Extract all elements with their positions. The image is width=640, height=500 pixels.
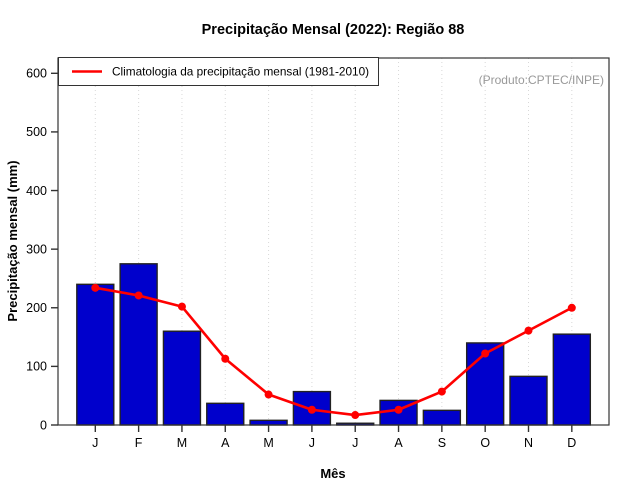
climatology-point-3 (177, 302, 186, 311)
climatology-point-7 (351, 411, 360, 420)
climatology-line (94, 286, 574, 417)
bar-F2 (119, 263, 158, 426)
climatology-point-4 (221, 354, 230, 363)
y-tick-label-600: 600 (26, 67, 47, 81)
x-tick-label-11: N (524, 436, 533, 450)
y-tick-label-400: 400 (26, 184, 47, 198)
climatology-point-10 (481, 349, 490, 358)
climatology-point-11 (524, 326, 533, 335)
y-tick-label-200: 200 (26, 301, 47, 315)
x-tick-label-7: J (352, 436, 358, 450)
x-tick-label-2: F (135, 436, 143, 450)
climatology-point-8 (394, 405, 403, 414)
y-tick-label-500: 500 (26, 125, 47, 139)
x-tick-label-6: J (309, 436, 315, 450)
y-axis-label: Precipitação mensal (mm) (5, 160, 20, 321)
bar-M3 (162, 330, 202, 426)
source-annotation: (Produto:CPTEC/INPE) (479, 73, 604, 87)
bar-S9 (422, 409, 462, 426)
bar-D12 (552, 333, 592, 426)
x-tick-label-8: A (394, 436, 403, 450)
y-tick-label-0: 0 (40, 418, 47, 432)
legend-box (58, 57, 379, 86)
climatology-point-12 (567, 303, 576, 312)
climatology-point-6 (307, 405, 316, 414)
x-tick-label-12: D (567, 436, 576, 450)
x-tick-label-3: M (177, 436, 187, 450)
bar-M5 (249, 419, 288, 426)
climatology-point-2 (134, 291, 143, 300)
x-tick-label-9: S (438, 436, 446, 450)
bar-A4 (206, 402, 245, 426)
chart-title: Precipitação Mensal (2022): Região 88 (202, 22, 465, 38)
legend: Climatologia da precipitação mensal (198… (58, 57, 379, 86)
y-tick-label-100: 100 (26, 360, 47, 374)
bar-J1 (76, 283, 115, 426)
climatology-point-1 (91, 283, 100, 292)
chart-plot-area: 0 100 200 300 400 500 600 J F M A M J J A S O N D (26, 57, 610, 450)
x-tick-label-5: M (263, 436, 273, 450)
y-tick-label-300: 300 (26, 242, 47, 256)
legend-label: Climatologia da precipitação mensal (198… (112, 65, 369, 79)
x-axis-label: Mês (320, 466, 345, 481)
climatology-point-9 (437, 387, 446, 396)
bar-N11 (509, 375, 548, 426)
x-tick-label-10: O (480, 436, 490, 450)
x-tick-label-1: J (92, 436, 98, 450)
climatology-point-5 (264, 390, 273, 399)
x-tick-label-4: A (221, 436, 230, 450)
